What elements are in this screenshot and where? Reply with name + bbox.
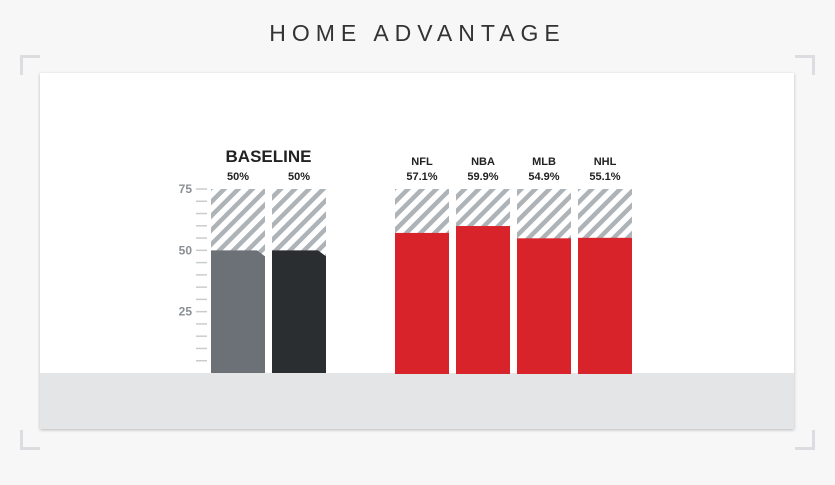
page-title: HOME ADVANTAGE: [269, 20, 566, 46]
bar: [456, 226, 510, 374]
y-tick-label: 50: [179, 243, 193, 257]
bar-category-label: MLB: [532, 156, 556, 168]
corner-bracket-bottom-left: [20, 430, 40, 450]
bar: [517, 238, 571, 374]
bar-value-label: 57.1%: [406, 171, 437, 183]
bar: [578, 237, 632, 374]
y-tick-label: 75: [179, 182, 193, 196]
group-title: BASELINE: [226, 147, 312, 166]
chart-floor: [40, 373, 794, 429]
corner-bracket-top-left: [20, 55, 40, 75]
corner-bracket-bottom-right: [795, 430, 815, 450]
bar: [272, 250, 326, 373]
bar-category-label: NFL: [411, 156, 433, 168]
y-tick-label: 25: [179, 305, 193, 319]
bar: [211, 250, 265, 373]
bar-value-label: 54.9%: [528, 171, 559, 183]
corner-bracket-top-right: [795, 55, 815, 75]
bar-value-label: 59.9%: [467, 171, 498, 183]
bar-chart: 25 50 75 BASELINE 50% 50% NFL 57.1% NBA 59.9% MLB 5…: [179, 147, 632, 374]
bar: [395, 232, 449, 374]
bar-category-label: NHL: [594, 156, 617, 168]
bar-value-label: 55.1%: [589, 171, 620, 183]
bar-category-label: NBA: [471, 156, 495, 168]
bar-value-label: 50%: [227, 171, 249, 183]
chart-card: 25 50 75 BASELINE 50% 50% NFL 57.1% NBA 59.9% MLB 5…: [40, 73, 794, 429]
bar-value-label: 50%: [288, 171, 310, 183]
